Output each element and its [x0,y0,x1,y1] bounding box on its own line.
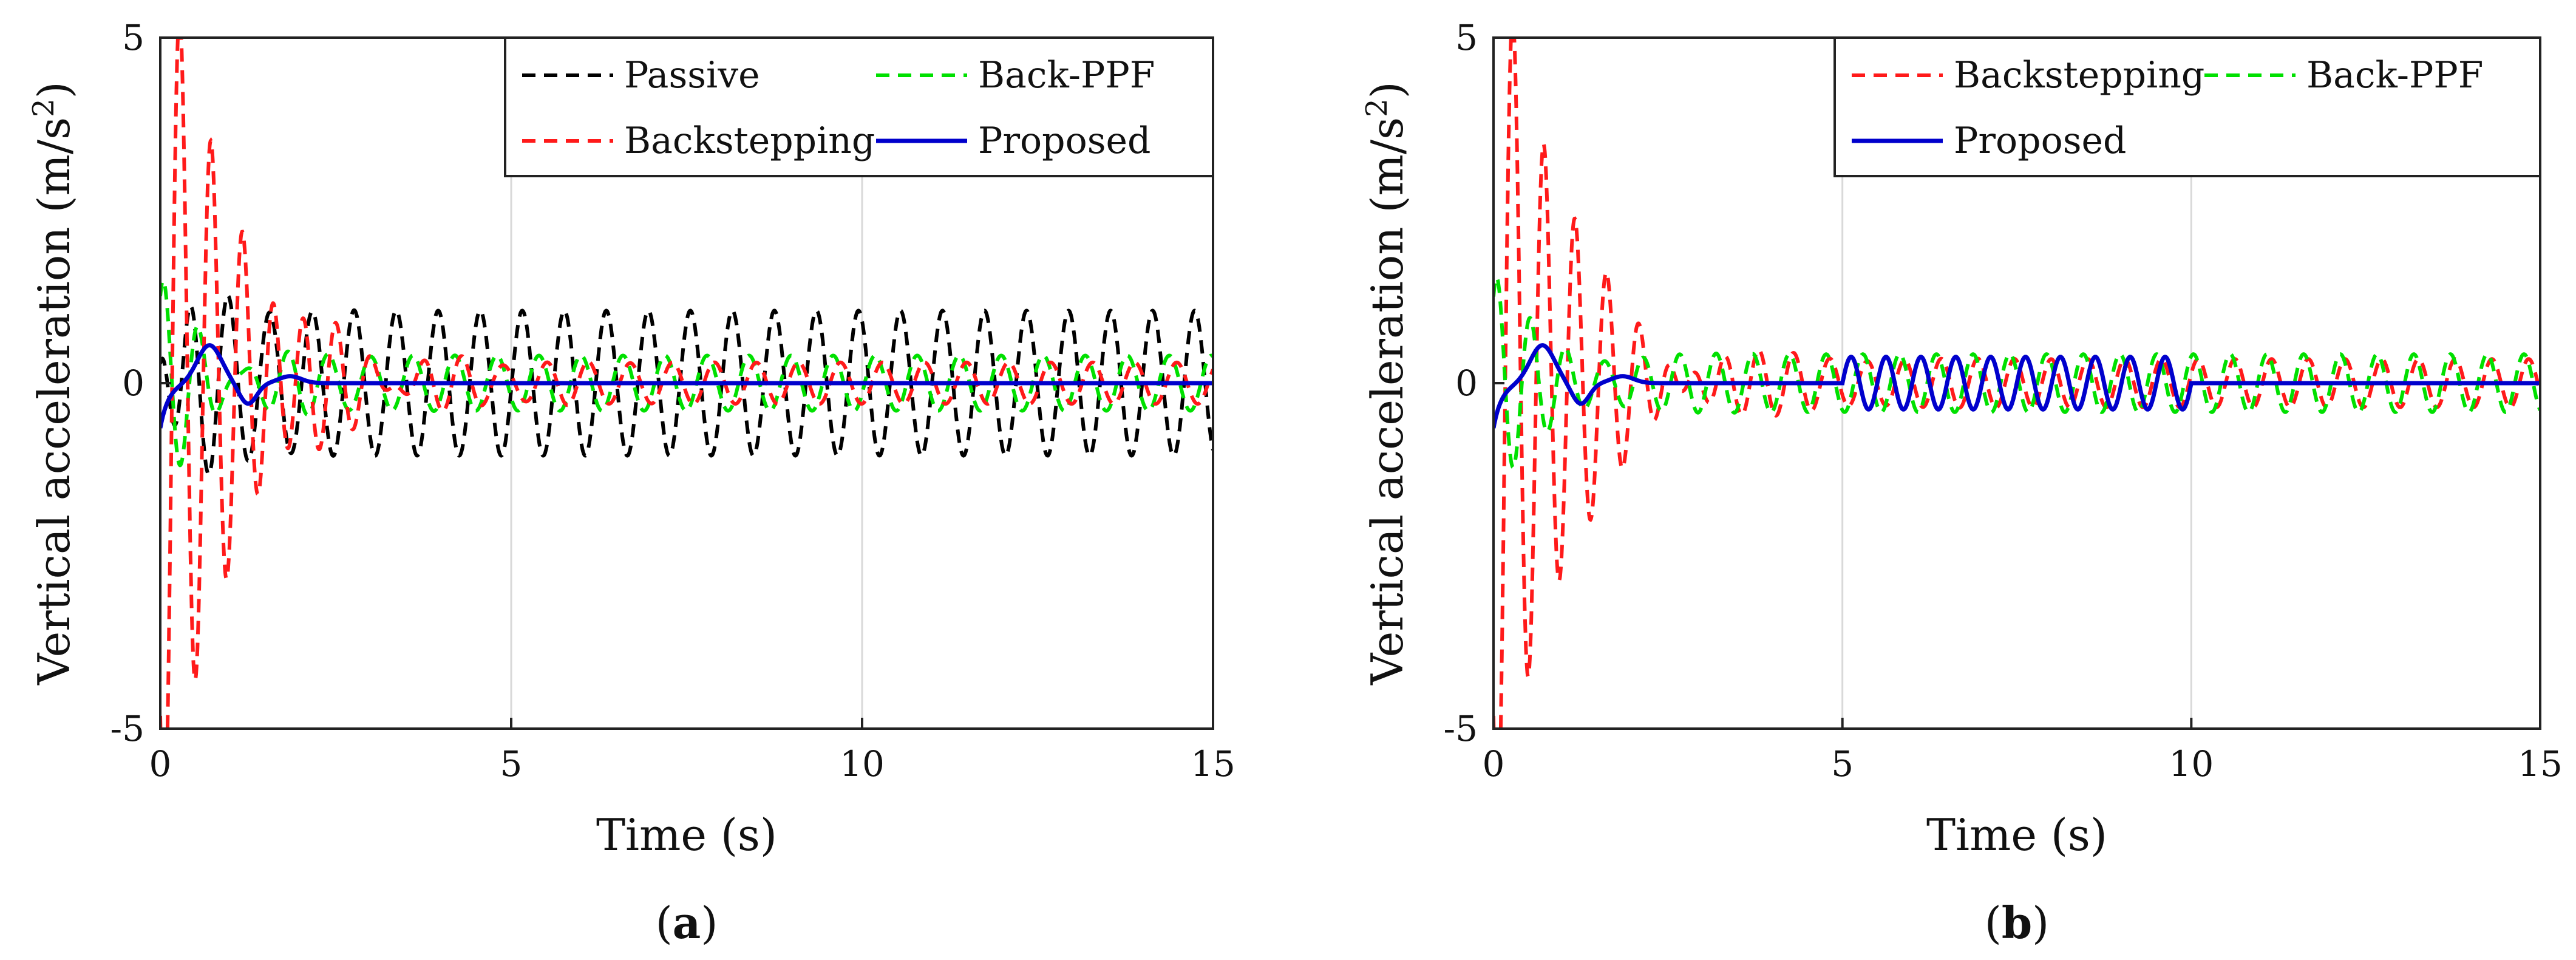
x-tick-label: 15 [1191,743,1235,785]
legend-label: Back-PPF [2306,54,2483,97]
y-tick-label: 5 [1455,17,1478,58]
plot-area [160,38,1213,729]
y-tick-label: -5 [110,708,145,749]
legend-label: Back-PPF [978,54,1155,97]
y-tick-label: 0 [122,363,144,404]
legend-label: Backstepping [1954,54,2204,97]
panel-label: (b) [1985,897,2050,948]
series-line-backstepping [160,38,1213,729]
legend: Backstepping Back-PPF Proposed [1833,36,2541,177]
series-line-back-ppf [1494,275,2540,469]
series-line-proposed [160,343,1213,429]
panel-label: (a) [656,897,718,948]
x-tick-label: 5 [1831,743,1854,785]
series-line-passive [160,293,1213,477]
x-axis-label: Time (s) [596,809,777,860]
legend-label: Backstepping [624,120,875,162]
x-tick-label: 0 [1483,743,1505,785]
legend-box [504,36,1214,177]
x-tick-label: 5 [500,743,523,785]
y-axis-label: Vertical acceleration (m/s2) [1360,81,1413,685]
legend-label: Passive [624,54,760,97]
legend-label: Proposed [978,120,1150,162]
x-tick-label: 15 [2518,743,2563,785]
x-tick-label: 0 [149,743,172,785]
series-line-backstepping [1494,38,2540,729]
series-line-proposed [1494,343,2540,429]
x-tick-label: 10 [840,743,885,785]
y-tick-label: -5 [1444,708,1478,749]
x-axis-label: Time (s) [1926,809,2107,860]
x-tick-label: 10 [2169,743,2214,785]
y-axis-label: Vertical acceleration (m/s2) [27,81,80,685]
y-tick-label: 0 [1455,363,1478,404]
series-line-back-ppf [160,278,1213,468]
y-tick-label: 5 [122,17,144,58]
legend-box [1833,36,2541,177]
plot-area [1494,38,2540,729]
legend: Passive Back-PPF Backstepping Proposed [504,36,1214,177]
legend-label: Proposed [1954,120,2126,162]
